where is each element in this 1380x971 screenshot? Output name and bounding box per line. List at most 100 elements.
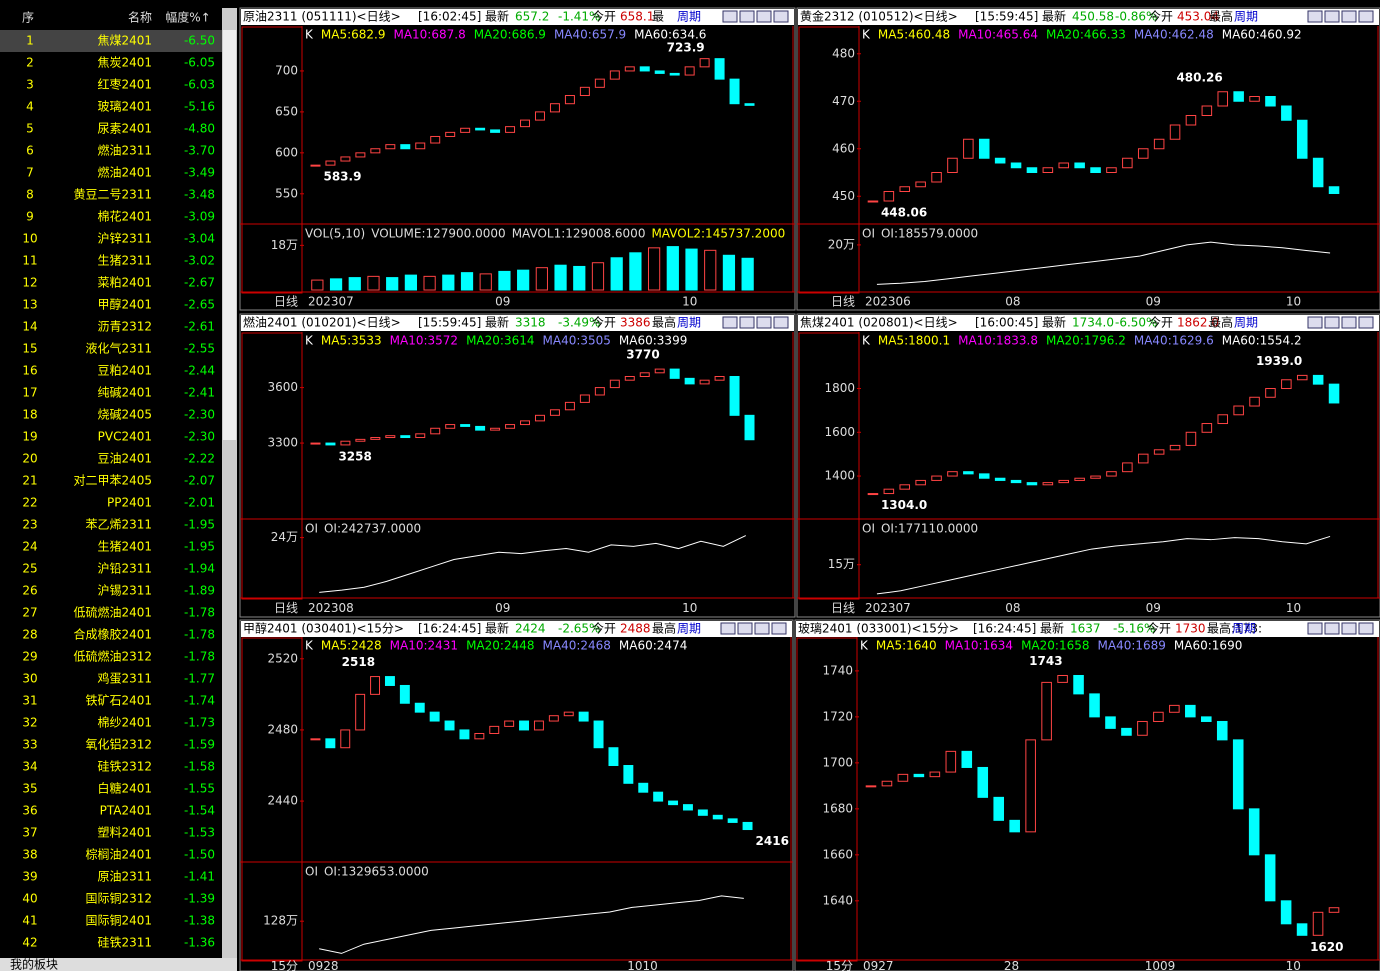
row-index: 22 (22, 496, 37, 510)
sub-tick-label: 20万 (828, 237, 855, 251)
header-time: [15:59:45] (418, 316, 481, 330)
window-button[interactable] (1341, 10, 1357, 23)
header-period[interactable]: 周期 (1234, 316, 1258, 330)
row-index: 18 (22, 408, 37, 422)
ma-label: MA40:1689 (1098, 639, 1166, 653)
low-label: 448.06 (881, 206, 927, 220)
candle (881, 780, 893, 787)
header-change: -0.86% (1115, 10, 1157, 24)
window-button[interactable] (722, 316, 738, 329)
candle (1009, 819, 1020, 833)
window-button[interactable] (1341, 622, 1357, 635)
row-change: -1.78 (184, 606, 215, 620)
header-period[interactable]: 周期 (677, 622, 701, 636)
column-header[interactable]: 序 (22, 10, 34, 25)
volume-bar (517, 269, 530, 291)
row-index: 6 (26, 144, 34, 158)
window-button[interactable] (756, 10, 772, 23)
candle (504, 720, 515, 727)
candle (684, 377, 695, 385)
header-time: [16:24:45] (973, 622, 1036, 636)
header-latest-label: 最新 (1042, 9, 1066, 24)
volume-bar (629, 252, 642, 291)
candle (1106, 167, 1117, 173)
ma-label: MA5:460.48 (878, 28, 950, 42)
window-button[interactable] (1307, 10, 1323, 23)
window-button[interactable] (739, 316, 755, 329)
window-button[interactable] (1358, 316, 1374, 329)
window-button[interactable] (1358, 10, 1374, 23)
row-index: 40 (22, 892, 37, 906)
candle (444, 720, 455, 731)
row-change: -6.50 (184, 34, 215, 48)
row-name: 硅铁2312 (97, 760, 152, 774)
header-latest: 2424 (515, 622, 546, 636)
window-button[interactable] (773, 316, 789, 329)
ma-label: MA60:3399 (619, 334, 687, 348)
window-button[interactable] (1307, 316, 1323, 329)
header-period[interactable]: 周期 (1234, 10, 1258, 24)
high-label: 723.9 (667, 41, 705, 55)
row-name: 玻璃2401 (97, 100, 152, 114)
y-tick-label: 450 (832, 189, 855, 203)
candle (533, 720, 544, 731)
window-button[interactable] (1324, 622, 1340, 635)
window-button[interactable] (754, 622, 770, 635)
window-button[interactable] (773, 10, 789, 23)
row-change: -2.55 (184, 342, 215, 356)
candle (400, 144, 411, 150)
volume-bar (591, 262, 605, 291)
window-button[interactable] (722, 10, 738, 23)
row-change: -1.55 (184, 782, 215, 796)
row-index: 15 (22, 342, 37, 356)
window-button[interactable] (1358, 622, 1374, 635)
candle (505, 126, 516, 133)
ma-label: K (305, 639, 314, 653)
row-change: -2.65 (184, 298, 215, 312)
row-index: 9 (26, 210, 34, 224)
window-button[interactable] (771, 622, 787, 635)
window-button[interactable] (1324, 316, 1340, 329)
x-tick-label: 10 (682, 601, 697, 615)
candle (1153, 449, 1165, 455)
window-button[interactable] (1307, 622, 1323, 635)
window-button[interactable] (739, 10, 755, 23)
column-header[interactable]: 幅度%↑ (165, 10, 210, 25)
x-tick-label: 09 (495, 295, 510, 309)
header-period[interactable]: 周期 (1232, 622, 1256, 636)
candle (931, 475, 942, 481)
row-change: -1.89 (184, 584, 215, 598)
y-tick-label: 1640 (822, 893, 853, 907)
window-button[interactable] (1341, 316, 1357, 329)
header-period[interactable]: 周期 (677, 316, 701, 330)
panel-header (241, 9, 794, 25)
tab-label[interactable]: 我的板块 (10, 957, 58, 971)
row-index: 10 (22, 232, 37, 246)
candle (624, 66, 635, 72)
window-button[interactable] (1324, 10, 1340, 23)
scroll-thumb[interactable] (223, 30, 236, 440)
window-button[interactable] (756, 316, 772, 329)
row-index: 21 (22, 474, 37, 488)
candle (340, 729, 351, 749)
row-index: 42 (22, 936, 37, 950)
candle (459, 729, 470, 740)
window-button[interactable] (720, 622, 736, 635)
x-tick-label: 10 (1286, 295, 1301, 309)
low-label: 1304.0 (881, 498, 927, 512)
x-tick-label: 09 (1146, 601, 1161, 615)
sub-label: OI (862, 227, 875, 241)
header-latest: 3318 (515, 316, 546, 330)
window-button[interactable] (737, 622, 753, 635)
candle (865, 785, 877, 788)
header-period[interactable]: 周期 (677, 10, 701, 24)
row-index: 30 (22, 672, 37, 686)
candle (1200, 716, 1212, 722)
y-tick-label: 480 (832, 46, 855, 60)
column-header[interactable]: 名称 (128, 10, 152, 25)
panel-header (241, 315, 794, 331)
row-name: 液化气2311 (85, 341, 152, 356)
row-name: 尿素2401 (97, 122, 152, 136)
candle (1074, 162, 1085, 169)
